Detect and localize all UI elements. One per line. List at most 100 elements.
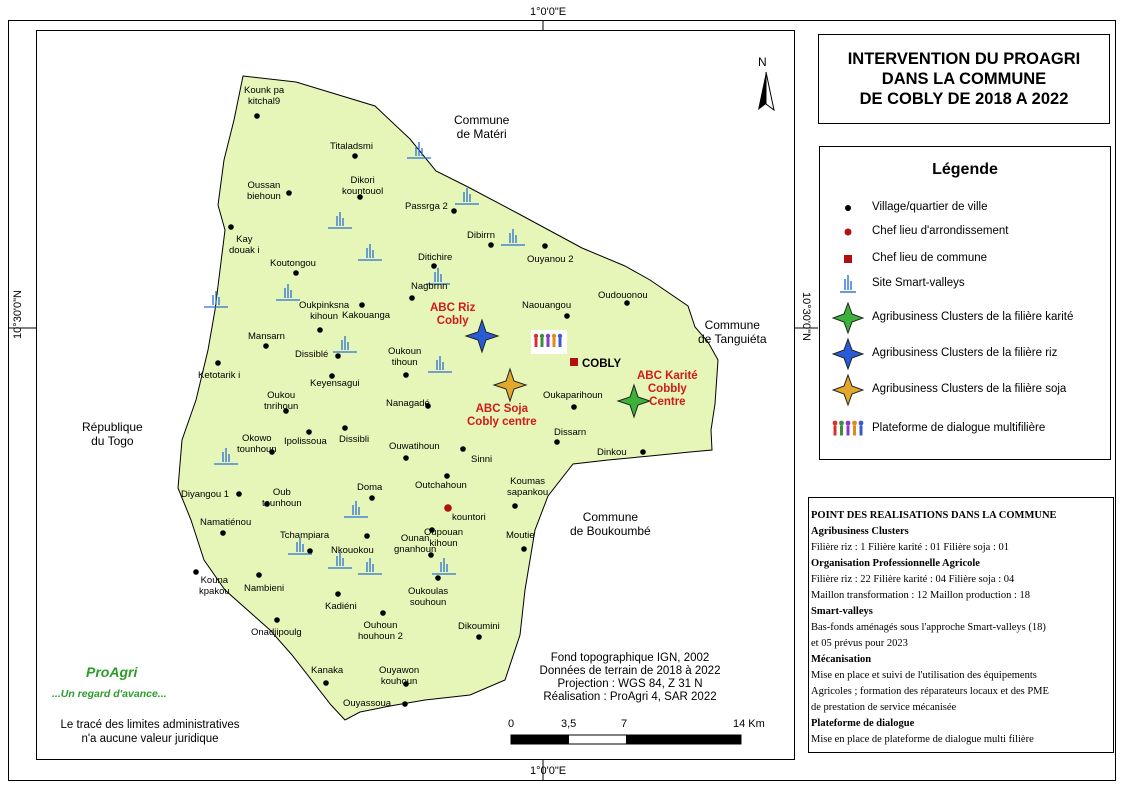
village-marker: [431, 263, 437, 269]
village-marker: [236, 491, 242, 497]
commune-seat-label: COBLY: [582, 358, 622, 370]
credits: Fond topographique IGN, 2002 Données de …: [500, 652, 760, 704]
village-marker: [263, 343, 269, 349]
village-marker: [428, 552, 434, 558]
village-label: Ouyassoua: [343, 698, 392, 709]
cluster-label-soja: ABC Soja Cobly centre: [467, 403, 537, 428]
village-marker: [403, 681, 409, 687]
village-label: Oukou tnrihoun: [264, 390, 299, 412]
village-marker: [451, 208, 457, 214]
neighbor-togo: République du Togo: [82, 420, 143, 448]
info-line: de prestation de service mécanisée: [811, 702, 957, 713]
commune-boundary: [177, 75, 719, 721]
village-marker: [254, 113, 260, 119]
village-marker: [283, 408, 289, 414]
arrondissement-dot-icon: [844, 228, 852, 236]
village-label: Oupouan kihoun: [424, 527, 464, 549]
legend: Légende Village/quartier de ville Chef l…: [819, 146, 1111, 460]
village-marker: [409, 295, 415, 301]
info-line: Mise en place de plateforme de dialogue …: [811, 734, 1034, 745]
village-label: Ketotarik i: [198, 370, 241, 381]
blue-star-icon: [832, 338, 864, 370]
village-label: Nambieni: [244, 583, 285, 594]
village-marker: [323, 680, 329, 686]
neighbor-materi: Commune de Matéri: [454, 113, 510, 141]
legend-row-platform: Plateforme de dialogue multifilière: [820, 414, 1110, 444]
village-marker: [306, 429, 312, 435]
green-star-icon: [832, 302, 864, 334]
smart-valley-icon: [840, 275, 856, 293]
credit-line: Fond topographique IGN, 2002: [550, 652, 710, 664]
village-marker: [512, 503, 518, 509]
village-marker: [317, 327, 323, 333]
village-marker: [193, 569, 199, 575]
village-label: Kadiéni: [325, 601, 357, 612]
smart-valley-icon: [288, 538, 312, 555]
village-marker: [402, 701, 408, 707]
village-label: Oukoulas souhoun: [408, 586, 449, 608]
cluster-star-riz: [464, 318, 500, 354]
village-label: Diyangou 1: [181, 489, 230, 500]
village-label: Moutie: [506, 530, 535, 541]
legend-row-commune: Chef lieu de commune: [820, 244, 1110, 274]
north-label: N: [758, 55, 767, 69]
info-line: POINT DES REALISATIONS DANS LA COMMUNE: [811, 510, 1057, 521]
disclaimer: Le tracé des limites administratives n'a…: [60, 719, 240, 745]
village-marker: [228, 224, 234, 230]
village-label: Nkouokou: [331, 545, 374, 556]
village-label: Ounan gnanhoun: [394, 533, 437, 555]
credit-line: Projection : WGS 84, Z 31 N: [557, 678, 703, 690]
village-marker: [329, 373, 335, 379]
smart-valley-icon: [428, 356, 452, 373]
credit-line: Données de terrain de 2018 à 2022: [539, 665, 721, 677]
village-marker: [564, 313, 570, 319]
village-marker: [269, 449, 275, 455]
village-marker: [542, 243, 548, 249]
village-marker: [274, 617, 280, 623]
village-label: Nagbrnn: [411, 281, 448, 292]
village-label: Doma: [357, 482, 383, 493]
village-label: Dikori kountouol: [342, 175, 384, 197]
village-label: Koumas sapankou: [507, 476, 549, 498]
village-marker: [380, 610, 386, 616]
info-line: Filière riz : 22 Filière karité : 04 Fil…: [811, 574, 1015, 585]
scale-tick: 14 Km: [733, 718, 765, 730]
village-marker: [429, 527, 435, 533]
smart-valley-icon: [426, 268, 450, 285]
village-marker: [335, 353, 341, 359]
village-marker: [425, 403, 431, 409]
coord-top: 1°0'0"E: [530, 6, 567, 18]
neighbor-boukoumbe: Commune de Boukoumbé: [570, 510, 651, 538]
village-label: Kounk pa kitchal9: [244, 85, 285, 107]
village-label: Tchampiara: [280, 530, 330, 541]
village-dot-icon: [845, 205, 851, 211]
village-label: Outchahoun: [415, 480, 467, 491]
village-label: Ipolissoua: [284, 436, 327, 447]
legend-title: Légende: [932, 161, 998, 178]
scale-tick: 3,5: [561, 718, 577, 730]
smart-valley-icon: [501, 229, 525, 246]
village-label: Ouyawon kouhoun: [379, 665, 420, 687]
village-label: Ouhoun houhoun 2: [358, 620, 403, 642]
village-label: Oukaparihoun: [543, 390, 603, 401]
smart-valley-icon: [204, 291, 228, 308]
village-marker: [357, 194, 363, 200]
legend-row-village: Village/quartier de ville: [820, 193, 1110, 223]
village-marker: [359, 302, 365, 308]
platform-icon: [832, 420, 864, 436]
scale-tick: 7: [621, 718, 628, 730]
village-label: Kouna kpakou: [199, 575, 230, 597]
title-line-3: DE COBLY DE 2018 A 2022: [859, 90, 1069, 108]
commune-square-icon: [844, 255, 852, 263]
village-marker: [264, 501, 270, 507]
village-label: Dikoumini: [458, 621, 500, 632]
cluster-star-soja: [492, 367, 528, 403]
village-marker: [460, 446, 466, 452]
village-marker: [220, 530, 226, 536]
village-label: Dinkou: [597, 447, 627, 458]
smart-valley-icon: [358, 558, 382, 575]
village-label: Naouangou: [522, 300, 572, 311]
village-label: Dibirrn: [467, 230, 495, 241]
village-label: Passrga 2: [405, 201, 448, 212]
info-line: Organisation Professionnelle Agricole: [811, 558, 980, 569]
